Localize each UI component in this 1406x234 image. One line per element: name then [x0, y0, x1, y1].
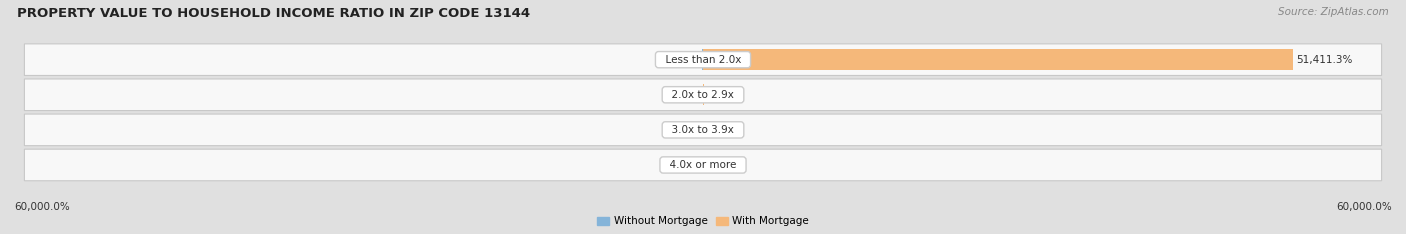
Text: 28.5%: 28.5%: [666, 90, 700, 100]
Text: 2.5%: 2.5%: [673, 125, 700, 135]
Text: 2.7%: 2.7%: [706, 160, 733, 170]
Text: PROPERTY VALUE TO HOUSEHOLD INCOME RATIO IN ZIP CODE 13144: PROPERTY VALUE TO HOUSEHOLD INCOME RATIO…: [17, 7, 530, 20]
FancyBboxPatch shape: [24, 79, 1382, 110]
Text: 54.5%: 54.5%: [666, 55, 700, 65]
Text: 4.0x or more: 4.0x or more: [664, 160, 742, 170]
Legend: Without Mortgage, With Mortgage: Without Mortgage, With Mortgage: [593, 212, 813, 231]
Text: 60,000.0%: 60,000.0%: [14, 202, 70, 212]
Text: 51,411.3%: 51,411.3%: [1296, 55, 1353, 65]
Text: Source: ZipAtlas.com: Source: ZipAtlas.com: [1278, 7, 1389, 17]
Text: 60,000.0%: 60,000.0%: [1336, 202, 1392, 212]
Text: Less than 2.0x: Less than 2.0x: [658, 55, 748, 65]
Text: 67.2%: 67.2%: [707, 90, 740, 100]
Text: 3.0x to 3.9x: 3.0x to 3.9x: [665, 125, 741, 135]
FancyBboxPatch shape: [24, 149, 1382, 181]
FancyBboxPatch shape: [24, 44, 1382, 75]
Text: 13.0%: 13.0%: [666, 160, 700, 170]
Text: 2.0x to 2.9x: 2.0x to 2.9x: [665, 90, 741, 100]
Bar: [703, 49, 1294, 70]
Text: 28.0%: 28.0%: [706, 125, 740, 135]
FancyBboxPatch shape: [24, 114, 1382, 146]
